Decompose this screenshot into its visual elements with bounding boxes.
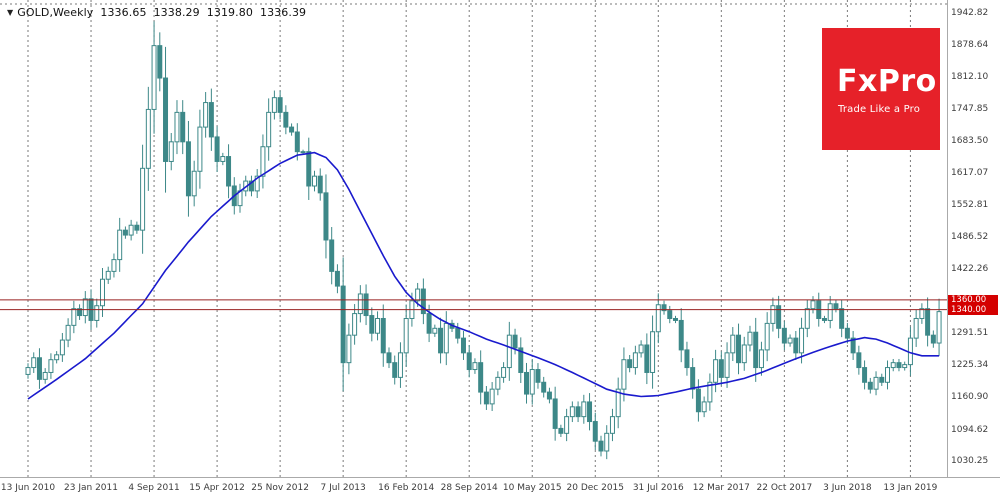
price-level-tag: 1340.00	[948, 304, 998, 315]
x-axis-label: 31 Jul 2016	[632, 483, 684, 493]
x-axis-label: 12 Mar 2017	[692, 483, 750, 493]
candles-layer	[25, 21, 942, 460]
y-axis-label: 1094.62	[951, 424, 989, 435]
x-axis-label: 4 Sep 2011	[128, 483, 180, 493]
x-axis-label: 10 May 2015	[502, 483, 562, 493]
quote-high: 1338.29	[153, 6, 200, 19]
x-axis-label: 13 Jun 2010	[0, 483, 56, 493]
y-axis-label: 1812.10	[951, 72, 989, 83]
y-axis-label: 1878.64	[951, 39, 989, 50]
fxpro-logo: FxPro Trade Like a Pro	[822, 28, 940, 150]
x-axis-label: 16 Feb 2014	[378, 483, 435, 493]
y-axis-label: 1747.85	[951, 104, 989, 114]
levels-layer	[0, 299, 947, 311]
x-axis-label: 23 Jan 2011	[64, 483, 118, 493]
y-axis-label: 1291.51	[951, 327, 989, 338]
y-axis-label: 1683.50	[951, 135, 989, 146]
quote-open: 1336.65	[100, 6, 147, 19]
x-axis-label: 25 Nov 2012	[251, 483, 309, 493]
x-axis-label: 3 Jun 2018	[823, 483, 872, 493]
symbol-timeframe-label: GOLD,Weekly	[17, 6, 94, 19]
grid-layer	[0, 0, 947, 477]
price-level-tag: 1360.00	[948, 294, 998, 305]
x-axis-label: 22 Oct 2017	[756, 483, 813, 493]
y-axis-label: 1552.81	[951, 199, 989, 210]
x-axis-label: 15 Apr 2012	[189, 483, 245, 493]
x-axis-label: 28 Sep 2014	[440, 483, 498, 493]
quote-low: 1319.80	[206, 6, 253, 19]
x-axis-label: 20 Dec 2015	[566, 483, 625, 493]
y-axis-label: 1486.52	[951, 232, 989, 243]
y-axis-label: 1422.26	[951, 263, 989, 274]
ohlc-info-line: ▼ GOLD,Weekly 1336.65 1338.29 1319.80 1336.39	[7, 6, 306, 19]
y-axis-label: 1225.34	[951, 360, 989, 371]
fxpro-tagline-text: Trade Like a Pro	[838, 104, 921, 115]
fxpro-brand-text: FxPro	[837, 64, 937, 99]
x-axis-label: 7 Jul 2013	[320, 483, 366, 493]
y-axis-label: 1030.25	[951, 456, 989, 467]
x-axis-label: 13 Jan 2019	[883, 483, 938, 493]
chart-marker-icon: ▼	[7, 8, 14, 17]
y-axis-label: 1942.82	[951, 8, 989, 19]
y-axis-label: 1160.90	[951, 392, 989, 403]
quote-close: 1336.39	[259, 6, 307, 19]
y-axis-label: 1617.07	[951, 168, 989, 179]
moving-average-line	[27, 151, 940, 400]
